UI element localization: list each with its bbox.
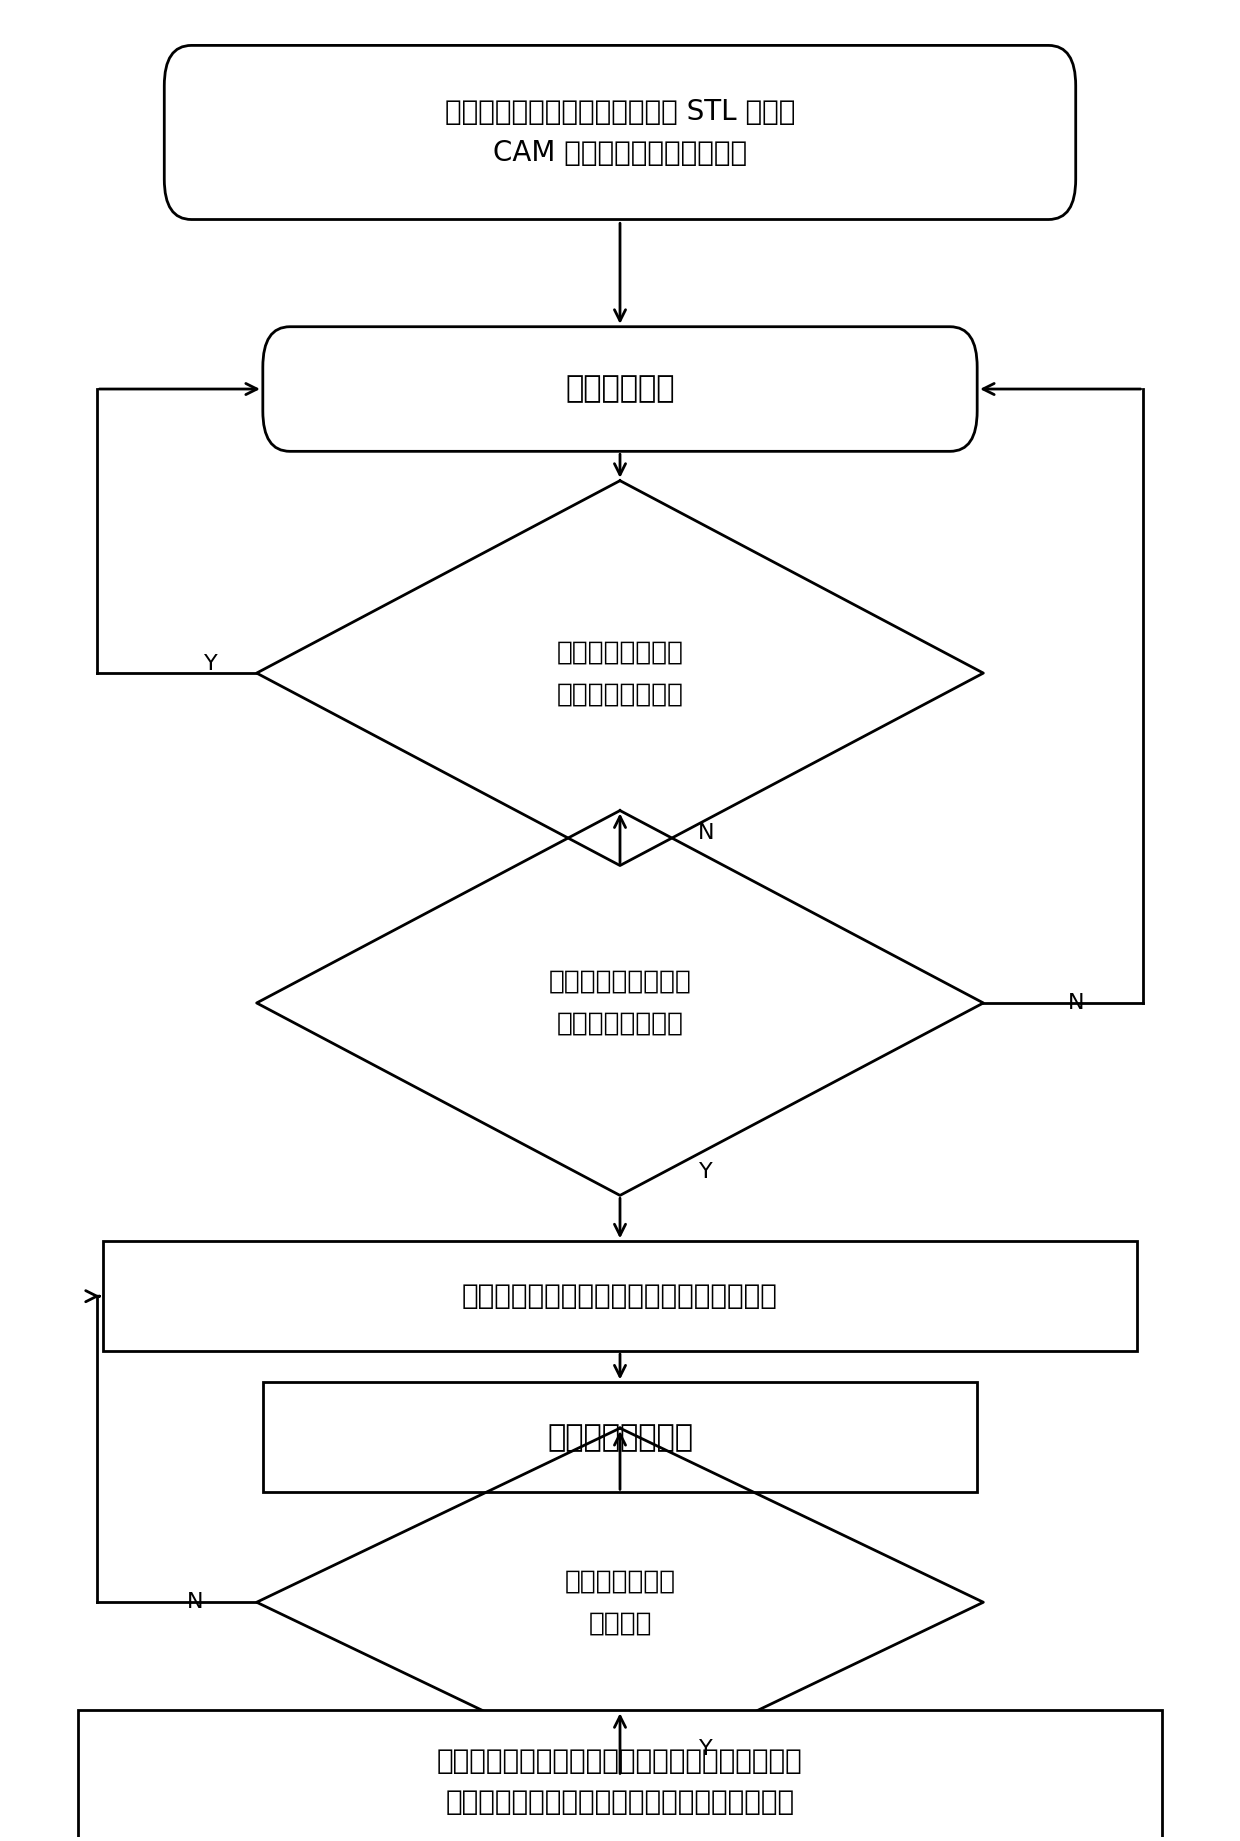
Text: 凝固，自然冷却，直至温度降低到阀值以下: 凝固，自然冷却，直至温度降低到阀值以下 <box>463 1281 777 1311</box>
Bar <box>103 1241 1137 1351</box>
Text: 预判再打印一层是
否会导致切削干涉: 预判再打印一层是 否会导致切削干涉 <box>557 639 683 707</box>
Text: N: N <box>187 1592 203 1613</box>
Text: Y: Y <box>699 1740 713 1758</box>
Bar <box>263 1383 977 1493</box>
Polygon shape <box>257 481 983 865</box>
Text: 进行干式切削加工: 进行干式切削加工 <box>547 1423 693 1453</box>
Text: 采集刀具受力、零件内孔粗糙度、加工时间、零件
每次打印层数的数据，分析数据，零件加工完成: 采集刀具受力、零件内孔粗糙度、加工时间、零件 每次打印层数的数据，分析数据，零件… <box>438 1747 802 1817</box>
Text: Y: Y <box>205 654 218 674</box>
FancyBboxPatch shape <box>263 326 977 451</box>
Text: 预判再打印一层是否
会导致切削力过大: 预判再打印一层是否 会导致切削力过大 <box>548 968 692 1036</box>
Text: 打印一层零件: 打印一层零件 <box>565 374 675 403</box>
Text: N: N <box>1068 992 1084 1013</box>
Polygon shape <box>257 1429 983 1777</box>
Text: 首先确定系统一切正常，再导入 STL 模型到
CAM 系统，并开始初始化参数: 首先确定系统一切正常，再导入 STL 模型到 CAM 系统，并开始初始化参数 <box>445 98 795 168</box>
Text: N: N <box>698 823 714 843</box>
Bar <box>78 1710 1162 1841</box>
Polygon shape <box>257 810 983 1195</box>
Text: Y: Y <box>699 1162 713 1182</box>
Text: 是否至零件加工
代码终点: 是否至零件加工 代码终点 <box>564 1569 676 1637</box>
FancyBboxPatch shape <box>164 46 1076 219</box>
